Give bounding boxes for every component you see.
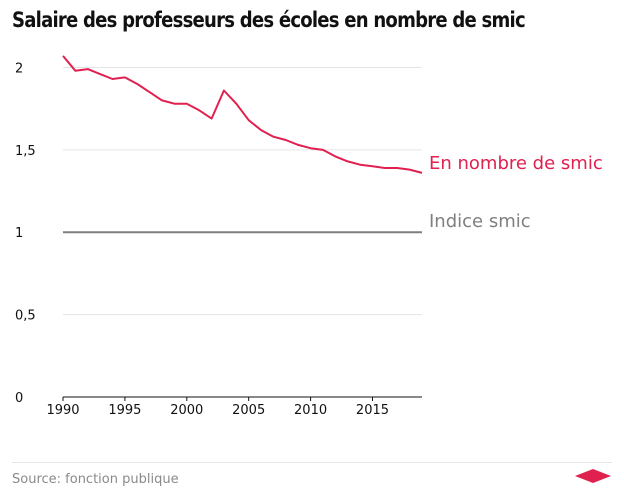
line-chart: 0 0,5 1 1,5 2 1990 1995 2000 2005 2010 2015 En no… [15,55,603,418]
x-axis-ticks: 1990 1995 2000 2005 2010 2015 [46,396,422,418]
series-labels: En nombre de smic Indice smic [429,153,603,232]
chart-title: Salaire des professeurs des écoles en no… [12,8,526,32]
x-tick-label: 1990 [46,403,79,418]
footer-divider [12,462,612,463]
x-tick-label: 2010 [294,403,327,418]
gridlines [63,66,422,316]
red-diamond-logo-icon [575,469,611,483]
source-note: Source: fonction publique [12,472,179,487]
x-tick-label: 2015 [356,403,389,418]
y-tick-label: 1,5 [15,144,36,159]
x-tick-label: 2005 [232,403,265,418]
y-axis-ticks: 0 0,5 1 1,5 2 [15,61,36,406]
y-tick-label: 0,5 [15,309,36,324]
series-lines [62,55,423,234]
series-label-2: Indice smic [429,211,531,232]
y-tick-label: 1 [15,226,23,241]
x-tick-label: 2000 [170,403,203,418]
y-tick-label: 0 [15,391,23,406]
y-tick-label: 2 [15,61,23,76]
series-label-1: En nombre de smic [429,153,603,174]
series-line-1 [62,55,423,174]
x-tick-label: 1995 [108,403,141,418]
